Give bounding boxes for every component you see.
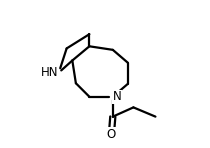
Text: HN: HN [41, 66, 59, 79]
Text: O: O [107, 128, 116, 141]
Text: N: N [113, 90, 122, 103]
